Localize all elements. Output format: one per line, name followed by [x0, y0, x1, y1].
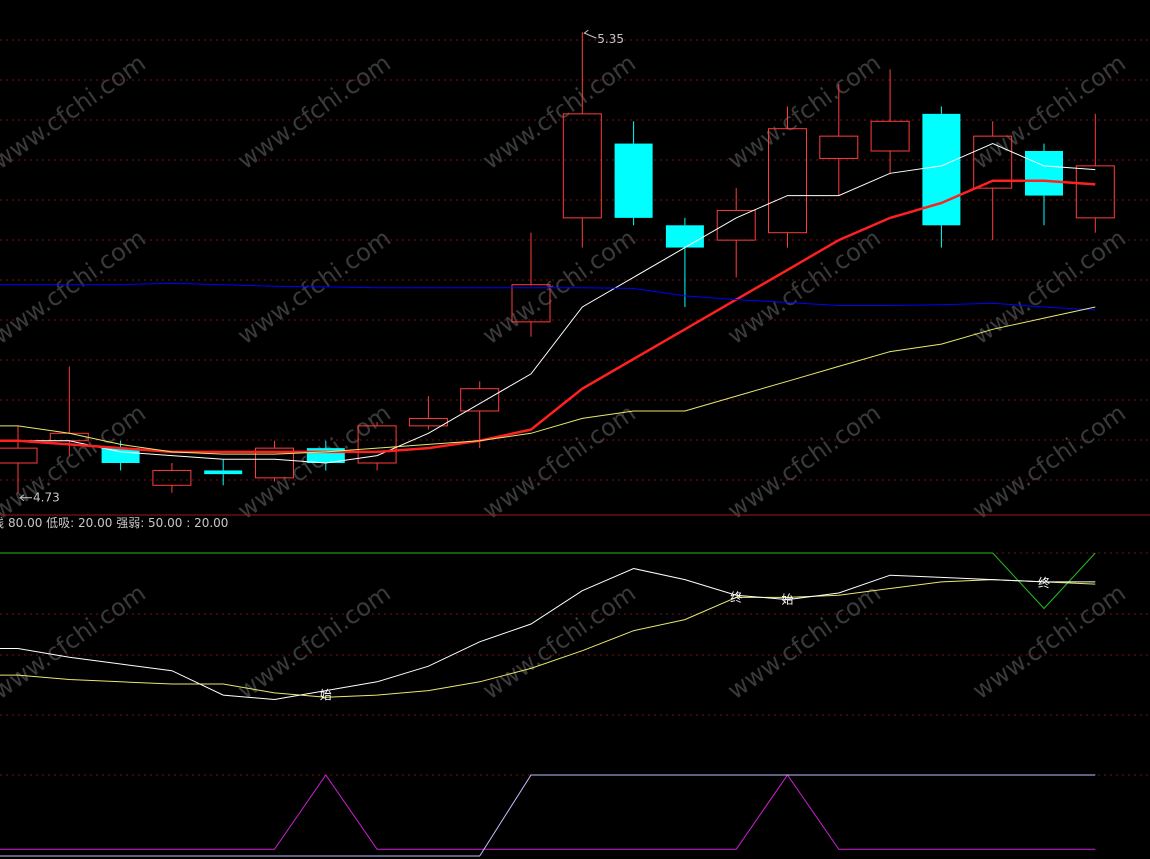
- candlestick-series: [0, 32, 1115, 493]
- signal-marker: 终: [730, 589, 742, 604]
- watermark-text: www.cfchi.com: [967, 399, 1130, 525]
- signal-marker: 终: [1038, 575, 1050, 590]
- watermark-text: www.cfchi.com: [232, 49, 395, 175]
- candle-body: [1025, 151, 1063, 196]
- candle-body: [614, 143, 653, 218]
- watermark-layer: www.cfchi.com www.cfchi.com www.cfchi.com w…: [0, 49, 1131, 705]
- candle-body: [973, 135, 1013, 189]
- lavender-line: [0, 774, 1096, 857]
- candle-body: [870, 120, 910, 152]
- candle-body: [357, 425, 397, 464]
- watermark-text: www.cfchi.com: [722, 399, 885, 525]
- candle-body: [511, 284, 551, 323]
- watermark-text: www.cfchi.com: [232, 579, 395, 705]
- price-markers: 5.35 4.73: [19, 29, 624, 505]
- watermark-text: www.cfchi.com: [0, 49, 151, 175]
- candle-body: [562, 113, 602, 219]
- candle-body: [819, 135, 859, 159]
- signal-marker: 始: [782, 593, 794, 607]
- candle-body: [0, 447, 38, 464]
- watermark-text: www.cfchi.com: [722, 224, 885, 350]
- watermark-text: www.cfchi.com: [477, 399, 640, 525]
- white-line: [0, 567, 1096, 701]
- candle-body: [255, 447, 294, 479]
- ma-line: [0, 282, 1096, 311]
- ma-line: [0, 306, 1096, 455]
- high-arrow: [583, 29, 597, 39]
- candle-body: [101, 448, 140, 463]
- watermark-text: www.cfchi.com: [967, 579, 1130, 705]
- green-line: [0, 552, 1096, 610]
- low-price-label: 4.73: [33, 491, 60, 505]
- candle-body: [922, 113, 961, 226]
- signal-marker: 始: [320, 688, 332, 702]
- candle-body: [204, 470, 243, 475]
- candle-body: [665, 225, 704, 248]
- moving-average-lines: [0, 143, 1096, 464]
- watermark-text: www.cfchi.com: [722, 49, 885, 175]
- watermark-text: www.cfchi.com: [477, 579, 640, 705]
- candle-body: [152, 469, 192, 486]
- indicator-panel: 始终 始终: [0, 552, 1096, 857]
- magenta-line: [0, 774, 1096, 850]
- low-arrow-head: [19, 494, 25, 502]
- yellow-line: [0, 579, 1096, 698]
- ma-line: [0, 143, 1096, 464]
- indicator-header-prefix: 线: [0, 516, 4, 530]
- watermark-text: www.cfchi.com: [967, 224, 1130, 350]
- watermark-text: www.cfchi.com: [0, 224, 151, 350]
- candle-body: [768, 128, 807, 234]
- indicator-header: 80.00 低吸: 20.00 强弱: 50.00 : 20.00: [8, 516, 228, 530]
- watermark-text: www.cfchi.com: [0, 579, 151, 705]
- candle-body: [408, 417, 448, 427]
- candle-body: [1075, 165, 1115, 219]
- high-price-label: 5.35: [597, 32, 624, 46]
- candle-body: [460, 388, 500, 412]
- ma-line: [0, 179, 1096, 454]
- candle-body: [716, 209, 756, 241]
